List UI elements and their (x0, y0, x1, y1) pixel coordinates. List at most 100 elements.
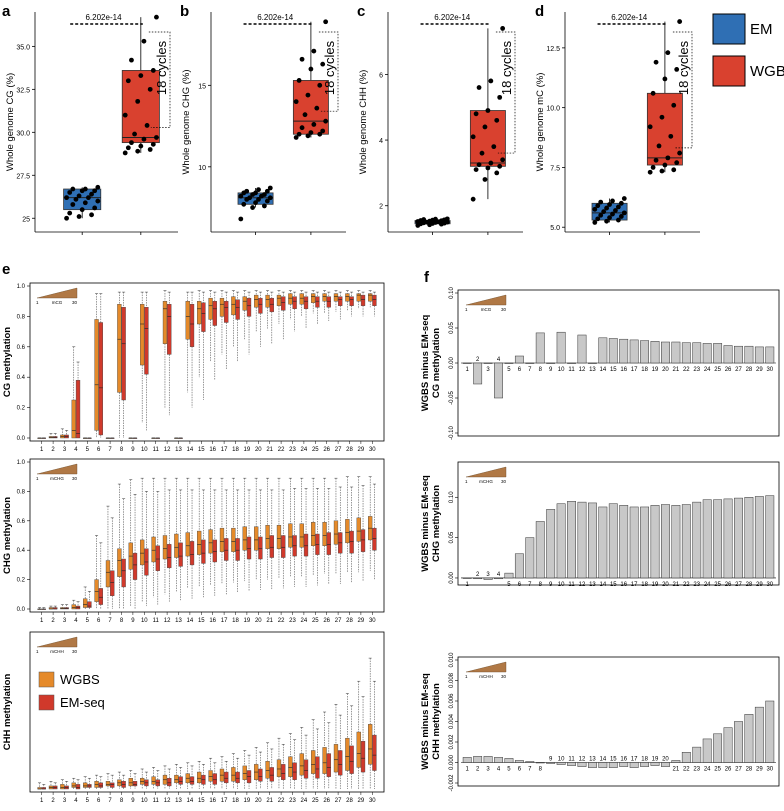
bar-category-label: 12 (579, 367, 586, 373)
diff-bar (692, 342, 702, 364)
wgbs-box (105, 560, 111, 588)
em-point (95, 198, 101, 204)
x-tick-label: 6 (97, 618, 101, 624)
diff-bar (765, 346, 775, 364)
wgbs-box (140, 539, 145, 566)
y-tick-label: 0.0 (17, 436, 26, 442)
em-point (621, 196, 627, 201)
bar-category-label: 24 (704, 582, 711, 588)
wgbs-box (469, 110, 506, 167)
em-point (256, 187, 261, 193)
wgbs-box (254, 294, 259, 308)
diff-bar (556, 331, 566, 364)
y-axis-label: Whole genome CHH (%) (358, 70, 369, 175)
y-tick-label: 1.0 (17, 460, 26, 466)
diff-bar (734, 721, 743, 763)
em-point (618, 214, 624, 219)
diff-bar (494, 362, 503, 399)
x-tick-label: 1 (40, 798, 44, 804)
em-point (70, 202, 76, 207)
bar-category-label: 15 (610, 757, 617, 763)
wgbs-point (132, 131, 137, 137)
icon-max-label: 30 (72, 476, 78, 481)
gradient-icon (465, 466, 507, 478)
gradient-icon (465, 294, 507, 306)
em-box (372, 527, 377, 551)
y-axis-label: CHH methylation (431, 683, 442, 760)
x-tick-label: 19 (244, 447, 251, 453)
wgbs-point (147, 147, 153, 152)
gradient-icon (36, 463, 78, 475)
em-box (269, 535, 274, 558)
x-tick-label: 4 (74, 618, 78, 624)
wgbs-box (197, 771, 202, 784)
wgbs-point (320, 61, 326, 67)
bar-category-label: 10 (558, 582, 565, 588)
diff-bar (608, 338, 618, 364)
wgbs-point (135, 148, 141, 154)
em-point (82, 200, 88, 206)
bar-category-label: 13 (589, 367, 596, 373)
em-box (303, 296, 309, 310)
wgbs-point (668, 133, 674, 139)
x-tick-label: 9 (131, 618, 135, 624)
y-tick-label: 0.2 (17, 578, 26, 584)
diff-bar (713, 343, 723, 364)
cycles-bracket (495, 31, 516, 154)
em-point (70, 186, 76, 192)
y-tick-label: 0.05 (449, 322, 455, 334)
wgbs-box (128, 778, 133, 787)
wgbs-box (345, 519, 350, 544)
bar-category-label: 11 (568, 757, 575, 763)
wgbs-box (94, 319, 99, 431)
wgbs-point (671, 102, 677, 108)
wgbs-box (83, 782, 88, 788)
x-tick-label: 25 (312, 618, 319, 624)
bar-category-label: 6 (518, 767, 522, 773)
em-point (595, 203, 601, 209)
wgbs-box (356, 731, 361, 768)
wgbs-box (276, 759, 282, 777)
wgbs-box (646, 92, 683, 166)
wgbs-point (674, 160, 680, 166)
em-box (155, 545, 160, 571)
wgbs-box (71, 782, 76, 788)
bar-category-label: 29 (756, 582, 763, 588)
wgbs-point (305, 92, 311, 98)
icon-context-label: mCHG (479, 479, 493, 484)
icon-context-label: mCG (481, 307, 492, 312)
em-point (238, 193, 244, 199)
bar-category-label: 29 (756, 367, 763, 373)
panel-label-d: d (535, 3, 544, 20)
wgbs-box (185, 301, 190, 340)
wgbs-box (299, 523, 304, 548)
y-tick-label: 0.8 (17, 314, 26, 320)
wgbs-point (662, 162, 668, 168)
diff-bar (744, 497, 754, 579)
bar-category-label: 24 (704, 367, 711, 373)
x-tick-label: 17 (221, 447, 228, 453)
y-tick-label: 25 (22, 216, 30, 223)
em-box (189, 776, 195, 785)
diff-bar (462, 757, 472, 763)
em-point (73, 196, 79, 202)
wgbs-point (476, 85, 482, 90)
bar-category-label: 4 (497, 767, 501, 773)
wgbs-point (293, 135, 299, 140)
em-box (349, 296, 354, 306)
wgbs-box (197, 530, 202, 555)
icon-min-label: 1 (465, 674, 468, 679)
em-point (610, 211, 615, 217)
y-tick-label: 10 (198, 165, 206, 172)
x-tick-label: 22 (278, 447, 285, 453)
diff-bar (744, 714, 754, 763)
em-point (67, 190, 73, 195)
x-tick-label: 17 (221, 798, 228, 804)
wgbs-point (147, 86, 153, 92)
y-axis-label: Whole genome CG (%) (5, 73, 16, 171)
diff-bar (681, 752, 691, 763)
cycles-label: 18 cycles (499, 40, 514, 95)
wgbs-point (317, 82, 323, 88)
wgbs-point (650, 90, 656, 96)
diff-bar (462, 577, 472, 579)
